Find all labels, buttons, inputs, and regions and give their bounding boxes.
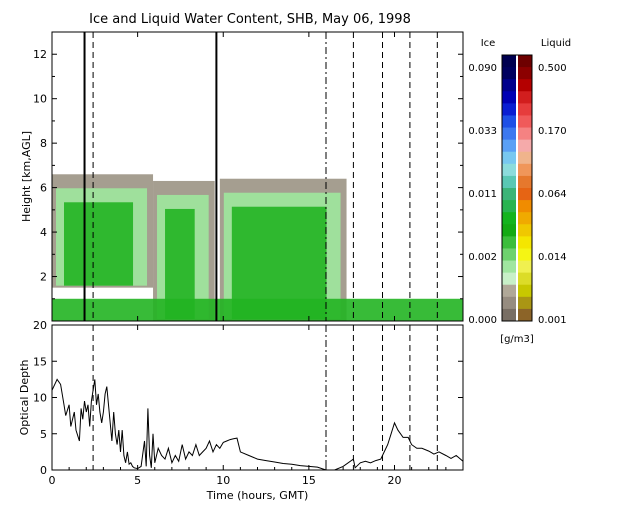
ice-color-swatch: [502, 308, 516, 322]
optical-depth-frame: [51, 324, 464, 471]
liquid-color-swatch: [518, 212, 532, 225]
colorbar-ice-tick: 0.033: [468, 126, 497, 137]
colorbar-liquid-title: Liquid: [541, 38, 571, 49]
optical-depth-plot: 0 5 10 15 20 0 5 10 15 20 Time (hours, GMT) Optical…: [18, 319, 464, 502]
ice-color-swatch: [502, 224, 516, 237]
liquid-color-swatch: [518, 284, 532, 298]
liquid-color-swatch: [518, 103, 532, 116]
ice-color-swatch: [502, 296, 516, 310]
colorbar-liquid-tick: 0.170: [538, 126, 567, 137]
liquid-layer: [52, 298, 463, 321]
liquid-color-swatch: [518, 127, 532, 141]
liquid-color-swatch: [518, 79, 532, 92]
liquid-color-swatch: [518, 260, 532, 274]
colorbar-liquid-tick: 0.014: [538, 252, 567, 263]
ice-color-swatch: [502, 260, 516, 274]
colorbar-frame: [501, 54, 533, 322]
liquid-color-swatch: [518, 200, 532, 213]
colorbar-liquid-tick: 0.064: [538, 189, 567, 200]
y-tick-label: 4: [40, 226, 47, 239]
ice-color-swatch: [502, 272, 516, 286]
liquid-color-swatch: [518, 67, 532, 80]
liquid-color-swatch: [518, 55, 532, 68]
heatmap-frame: [51, 31, 464, 322]
y-tick-label: 0: [40, 464, 47, 477]
ice-color-swatch: [502, 188, 516, 201]
liquid-color-swatch: [518, 175, 532, 189]
colorbar-ice-tick: 0.002: [468, 252, 497, 263]
x-tick-label: 15: [302, 474, 316, 487]
ice-color-swatch: [502, 55, 516, 68]
ice-color-swatch: [502, 248, 516, 262]
ice-layer-core: [64, 202, 134, 286]
y-tick-label: 15: [33, 355, 47, 368]
liquid-color-swatch: [518, 139, 532, 153]
liquid-color-swatch: [518, 163, 532, 177]
colorbar: Ice Liquid 0.090 0.033 0.011 0.002 0.000 0.500 0…: [468, 38, 571, 345]
x-axis-label: Time (hours, GMT): [206, 489, 309, 502]
ice-color-swatch: [502, 139, 516, 153]
liquid-color-swatch: [518, 151, 532, 165]
ice-color-swatch: [502, 175, 516, 189]
liquid-color-swatch: [518, 91, 532, 104]
colorbar-ice-tick: 0.090: [468, 63, 497, 74]
colorbar-ice-tick: 0.011: [468, 189, 497, 200]
ice-color-swatch: [502, 127, 516, 141]
liquid-color-swatch: [518, 248, 532, 262]
liquid-color-swatch: [518, 272, 532, 286]
y-tick-label: 10: [33, 93, 47, 106]
x-tick-label: 0: [49, 474, 56, 487]
y-tick-label: 8: [40, 137, 47, 150]
colorbar-liquid-tick: 0.500: [538, 63, 567, 74]
optical-depth-line: [51, 378, 464, 471]
y-tick-label: 12: [33, 48, 47, 61]
ice-color-swatch: [502, 91, 516, 104]
colorbar-ice-tick: 0.000: [468, 315, 497, 326]
liquid-color-swatch: [518, 115, 532, 129]
x-tick-label: 5: [134, 474, 141, 487]
liquid-color-swatch: [518, 236, 532, 249]
colorbar-liquid-tick: 0.001: [538, 315, 567, 326]
heatmap-plot: 2 4 6 8 10 12 Height [km,AGL]: [20, 31, 464, 322]
y-tick-label: 2: [40, 271, 47, 284]
liquid-color-swatch: [518, 308, 532, 322]
liquid-color-swatch: [518, 188, 532, 201]
chart-title: Ice and Liquid Water Content, SHB, May 0…: [89, 12, 411, 27]
x-tick-label: 20: [388, 474, 402, 487]
ice-color-swatch: [502, 67, 516, 80]
colorbar-ice-title: Ice: [481, 38, 496, 49]
y-tick-label: 20: [33, 319, 47, 332]
ice-color-swatch: [502, 103, 516, 116]
colorbar-units: [g/m3]: [500, 334, 534, 345]
ice-color-swatch: [502, 79, 516, 92]
y-axis-label: Height [km,AGL]: [20, 131, 33, 222]
y-tick-label: 10: [33, 392, 47, 405]
ice-color-swatch: [502, 151, 516, 165]
ice-color-swatch: [502, 284, 516, 298]
y-axis-label: Optical Depth: [18, 360, 31, 436]
liquid-color-swatch: [518, 296, 532, 310]
liquid-color-swatch: [518, 224, 532, 237]
ice-color-swatch: [502, 115, 516, 129]
y-tick-label: 5: [40, 428, 47, 441]
ice-color-swatch: [502, 212, 516, 225]
ice-color-swatch: [502, 236, 516, 249]
ice-color-swatch: [502, 200, 516, 213]
y-tick-label: 6: [40, 182, 47, 195]
ice-color-swatch: [502, 163, 516, 177]
x-tick-label: 10: [216, 474, 230, 487]
